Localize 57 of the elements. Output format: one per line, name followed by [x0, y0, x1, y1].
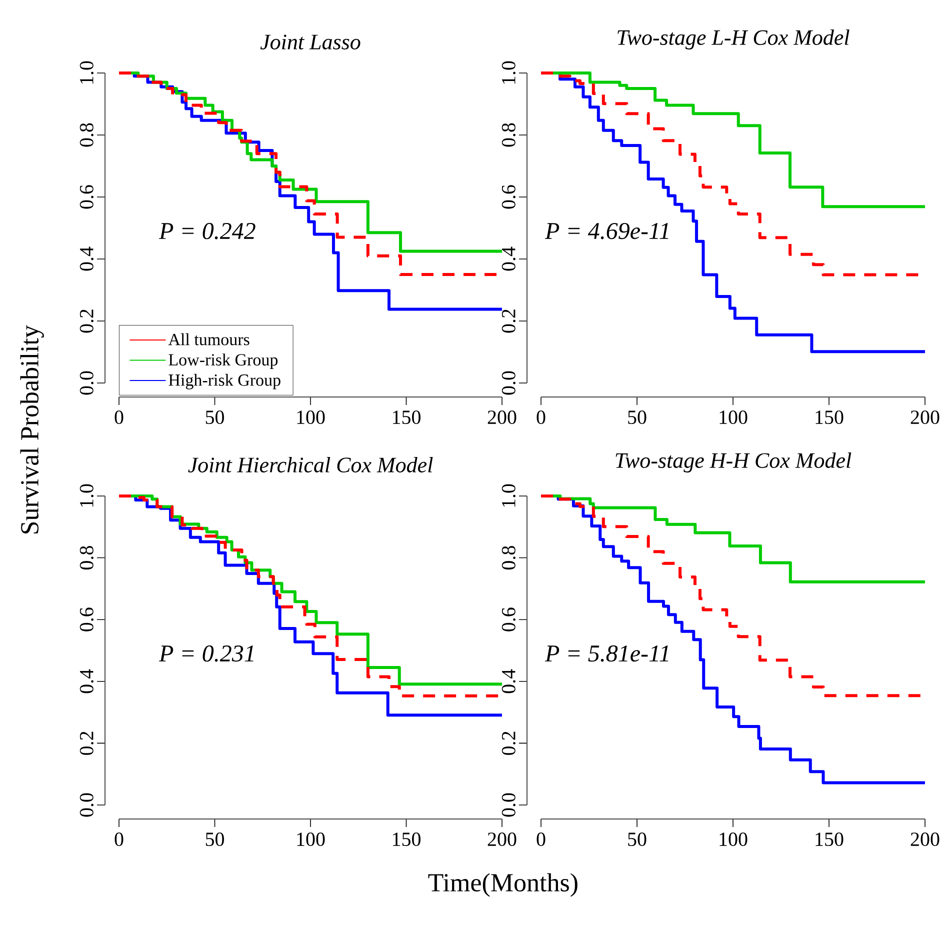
chart-title: Two-stage L-H Cox Model [618, 30, 850, 50]
y-tick-label: 0.8 [80, 123, 94, 147]
annotation: P = 0.242 [158, 222, 256, 240]
x-tick-label: 50 [206, 410, 224, 424]
x-tick-label: 0 [114, 832, 124, 846]
annotation: P = 5.81e-11 [544, 645, 668, 662]
y-tick-label: 0.8 [502, 123, 516, 147]
y-tick-label: 0.2 [80, 310, 94, 333]
x-tick-label: 50 [206, 832, 224, 846]
chart-title: Joint Hierchical Cox Model [188, 456, 433, 472]
y-axis-title: Survival Probability [20, 325, 44, 534]
y-tick-label: 0.4 [80, 246, 94, 271]
y-tick-label: 0.0 [502, 371, 516, 395]
y-tick-label: 0.6 [502, 608, 516, 632]
y-tick-label: 0.6 [502, 185, 516, 209]
x-axis-title: Time(Months) [428, 873, 578, 897]
chart-title: Joint Lasso [260, 34, 360, 50]
x-tick-label: 50 [628, 410, 646, 424]
y-tick-label: 0.2 [502, 732, 516, 755]
y-tick-label: 1.0 [502, 484, 516, 507]
y-tick-label: 1.0 [502, 61, 516, 84]
chart-title: Two-stage H-H Cox Model [616, 452, 852, 472]
x-tick-label: 150 [816, 832, 844, 846]
x-tick-label: 0 [536, 410, 546, 424]
x-tick-label: 150 [393, 410, 420, 424]
x-tick-label: 150 [816, 410, 844, 424]
y-tick-label: 0.4 [80, 669, 94, 694]
annotation: P = 0.231 [158, 645, 254, 662]
y-tick-label: 0.0 [80, 793, 94, 817]
x-tick-label: 200 [488, 832, 516, 846]
x-tick-label: 200 [910, 832, 940, 846]
y-tick-label: 1.0 [80, 484, 94, 507]
y-tick-label: 0.2 [502, 310, 516, 333]
y-tick-label: 0.6 [80, 608, 94, 632]
legend-label: All tumours [168, 333, 250, 346]
y-tick-label: 0.8 [502, 546, 516, 570]
y-tick-label: 0.0 [80, 371, 94, 395]
legend-label: High-risk Group [168, 374, 280, 390]
x-tick-label: 100 [297, 410, 325, 424]
x-tick-label: 50 [628, 832, 646, 846]
y-tick-label: 0.4 [502, 246, 516, 271]
x-tick-label: 100 [720, 410, 748, 424]
x-tick-label: 100 [720, 832, 748, 846]
annotation: P = 4.69e-11 [544, 222, 668, 240]
x-tick-label: 200 [910, 410, 940, 424]
y-tick-label: 1.0 [80, 61, 94, 84]
x-tick-label: 150 [393, 832, 420, 846]
y-tick-label: 0.2 [80, 732, 94, 755]
y-tick-label: 0.6 [80, 185, 94, 209]
x-tick-label: 100 [297, 832, 325, 846]
legend-label: Low-risk Group [168, 354, 278, 370]
y-tick-label: 0.0 [502, 793, 516, 817]
x-tick-label: 0 [536, 832, 546, 846]
x-tick-label: 0 [114, 410, 124, 424]
y-tick-label: 0.4 [502, 669, 516, 694]
y-tick-label: 0.8 [80, 546, 94, 570]
x-tick-label: 200 [488, 410, 516, 424]
